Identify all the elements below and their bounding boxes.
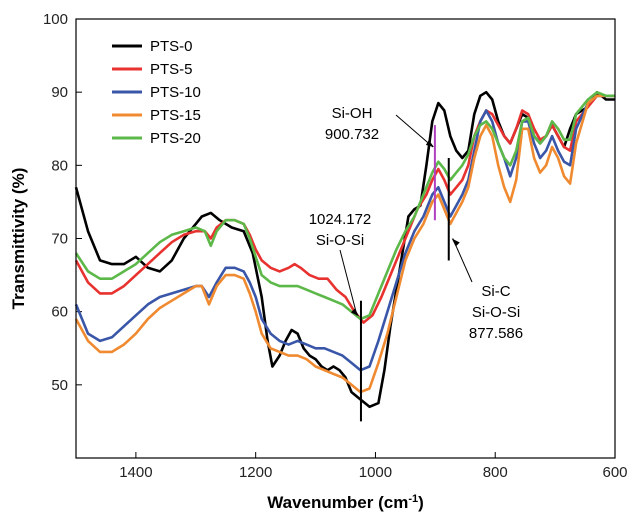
si-oh-label: 900.732 [325,126,379,143]
x-tick-label: 1200 [239,464,272,481]
si-c-label: 877.586 [469,325,523,342]
plot-frame [75,18,616,459]
x-axis-title-sup: -1 [408,493,418,505]
si-oh-label: Si-OH [332,105,373,122]
x-tick-label: 1000 [359,464,392,481]
si-c-label: Si-O-Si [472,304,520,321]
annotation-layer: Si-OH 900.732 1024.172 Si-O-Si Si-C Si-O-Si 87… [309,105,523,422]
series-line-pts-15 [74,94,615,394]
si-oh-arrow [395,114,434,148]
x-axis-title-end: ) [418,493,424,512]
x-tick-label: 800 [483,464,508,481]
y-tick-label: 70 [51,231,68,248]
legend-label: PTS-10 [150,84,201,101]
si-c-arrowhead [451,238,460,247]
x-axis-title-main: Wavenumber (cm [267,493,408,512]
series-line-pts-20 [74,90,615,321]
x-tick-label: 600 [602,464,627,481]
legend-label: PTS-20 [150,130,201,147]
x-tick-label: 1400 [119,464,152,481]
axis-ticks: 1400 1200 1000 800 600 50 60 70 80 90 100 [43,11,628,481]
si-o-si-label: 1024.172 [309,211,372,228]
si-c-label: Si-C [481,283,510,300]
y-axis-title: Transmittivity (%) [9,168,28,310]
y-tick-label: 80 [51,157,68,174]
si-o-si-arrow [339,249,358,316]
y-tick-label: 50 [51,377,68,394]
legend-label: PTS-15 [150,107,201,124]
y-tick-label: 90 [51,84,68,101]
x-axis-title: Wavenumber (cm-1) [267,493,424,512]
legend-label: PTS-5 [150,61,193,78]
si-o-si-label: Si-O-Si [316,232,364,249]
y-tick-label: 60 [51,304,68,321]
legend: PTS-0 PTS-5 PTS-10 PTS-15 PTS-20 [112,38,201,147]
series-layer [74,90,615,409]
legend-label: PTS-0 [150,38,193,55]
si-o-si-arrowhead [350,308,359,317]
si-oh-arrowhead [425,140,434,148]
y-tick-label: 100 [43,11,68,28]
